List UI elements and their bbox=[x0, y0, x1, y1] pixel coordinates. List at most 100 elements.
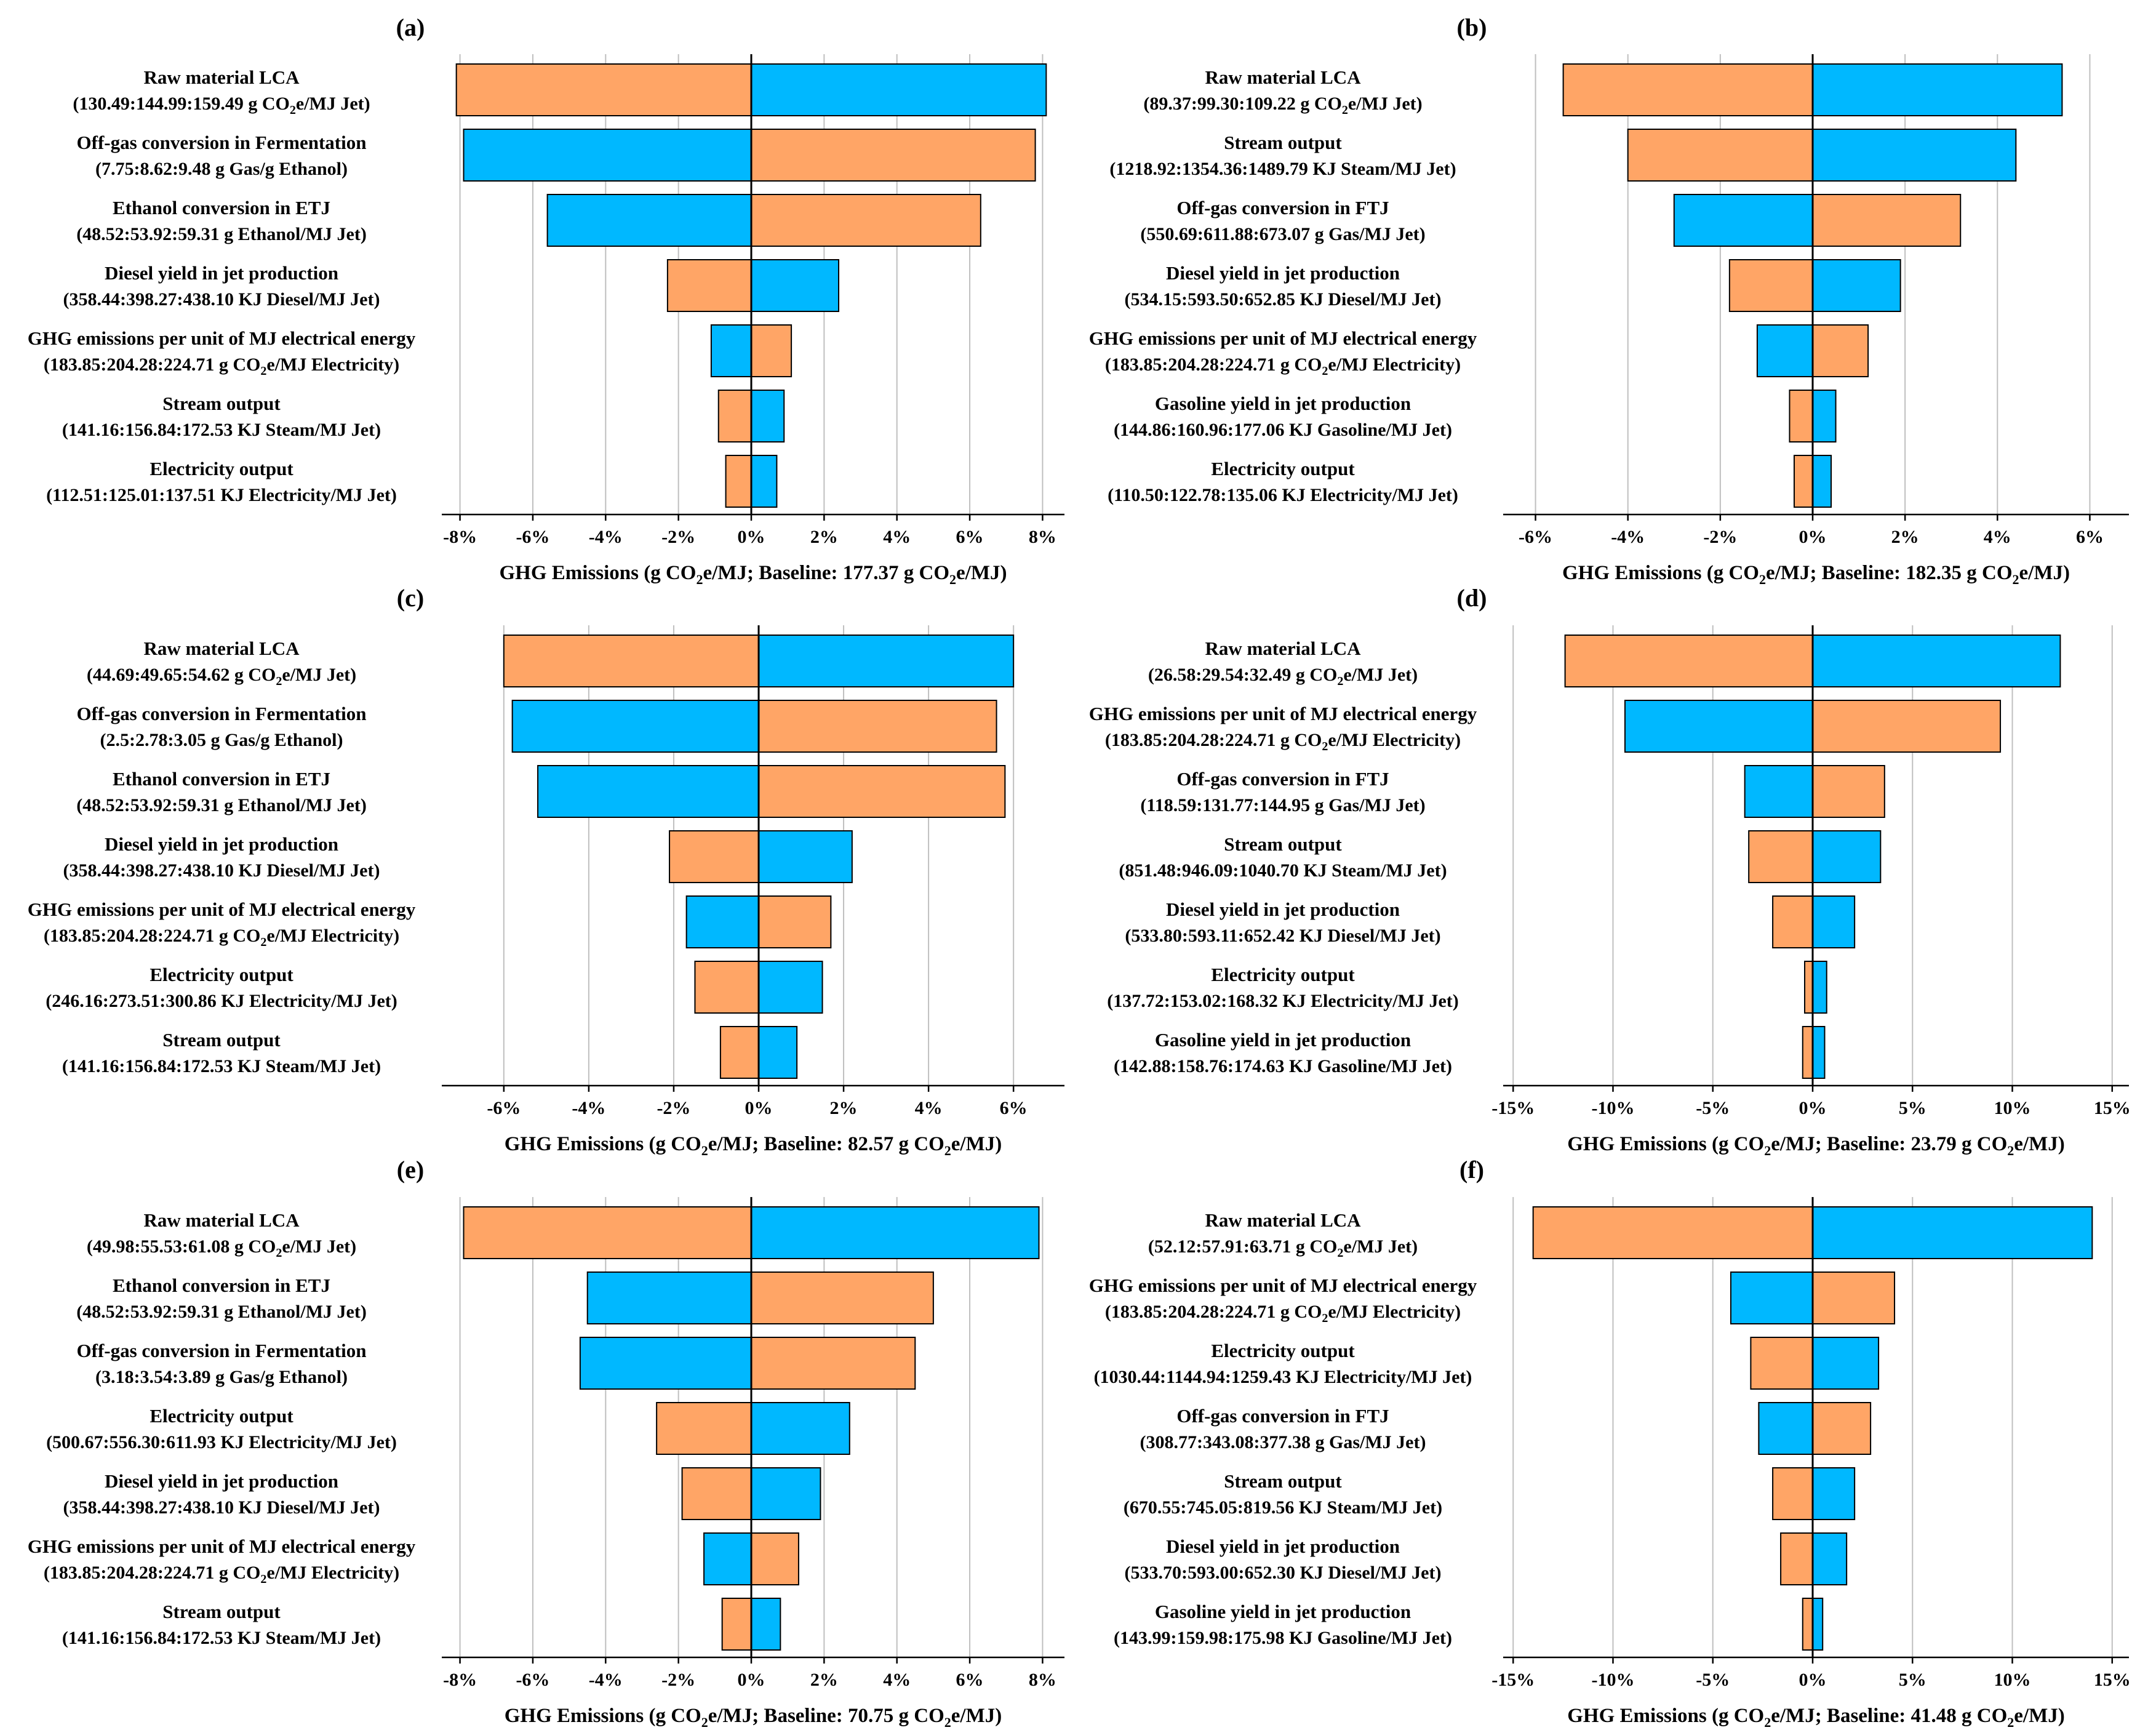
bar-right-low bbox=[1812, 194, 1962, 247]
bar-left-high bbox=[1673, 194, 1813, 247]
bar-right-high bbox=[751, 1206, 1040, 1259]
x-axis-title: GHG Emissions (g CO2e/MJ; Baseline: 182.… bbox=[1562, 562, 2070, 587]
parameter-name: Gasoline yield in jet production bbox=[1155, 393, 1411, 414]
parameter-range: (130.49:144.99:159.49 g CO2e/MJ Jet) bbox=[73, 94, 370, 117]
bar-right-high bbox=[1812, 1206, 2093, 1259]
parameter-name: GHG emissions per unit of MJ electrical … bbox=[1089, 327, 1477, 349]
range-text: (26.58:29.54:32.49 g CO bbox=[1148, 665, 1337, 685]
x-tick-label: 2% bbox=[810, 527, 838, 547]
bar-left-low bbox=[719, 1026, 759, 1079]
x-tick-label: -2% bbox=[1703, 527, 1737, 547]
parameter-range: (183.85:204.28:224.71 g CO2e/MJ Electric… bbox=[44, 354, 399, 378]
co2-subscript: 2 bbox=[696, 572, 703, 587]
range-text: (112.51:125.01:137.51 KJ Electricity/MJ … bbox=[46, 485, 397, 505]
range-text: e/MJ Electricity) bbox=[266, 354, 399, 375]
co2-subscript: 2 bbox=[260, 1572, 266, 1586]
x-tick-label: -10% bbox=[1591, 1670, 1634, 1690]
xlabel-text: e/MJ) bbox=[956, 562, 1007, 584]
bar-right-low bbox=[751, 1271, 934, 1324]
range-text: (3.18:3.54:3.89 g Gas/g Ethanol) bbox=[95, 1367, 348, 1387]
xlabel-text: e/MJ; Baseline: 177.37 g CO bbox=[703, 562, 949, 584]
parameter-name: Off-gas conversion in Fermentation bbox=[77, 703, 367, 724]
x-tick-label: -6% bbox=[516, 1670, 549, 1690]
xlabel-text: GHG Emissions (g CO bbox=[1567, 1705, 1764, 1727]
xlabel-text: GHG Emissions (g CO bbox=[505, 1133, 701, 1155]
range-text: (500.67:556.30:611.93 KJ Electricity/MJ … bbox=[46, 1432, 397, 1452]
co2-subscript: 2 bbox=[1764, 1143, 1771, 1158]
parameter-range: (52.12:57.91:63.71 g CO2e/MJ Jet) bbox=[1148, 1236, 1418, 1260]
tornado-panel-5: Raw material LCA(49.98:55.53:61.08 g CO2… bbox=[28, 1156, 1064, 1730]
x-tick-label: 8% bbox=[1029, 527, 1056, 547]
range-text: (183.85:204.28:224.71 g CO bbox=[1105, 730, 1322, 750]
parameter-range: (534.15:593.50:652.85 KJ Diesel/MJ Jet) bbox=[1125, 289, 1442, 310]
bar-left-high bbox=[586, 1271, 752, 1324]
parameter-range: (533.70:593.00:652.30 KJ Diesel/MJ Jet) bbox=[1125, 1563, 1442, 1583]
x-tick-label: 0% bbox=[738, 1670, 765, 1690]
range-text: (89.37:99.30:109.22 g CO bbox=[1143, 94, 1341, 114]
range-text: (358.44:398.27:438.10 KJ Diesel/MJ Jet) bbox=[63, 860, 380, 881]
parameter-range: (308.77:343.08:377.38 g Gas/MJ Jet) bbox=[1140, 1432, 1426, 1452]
parameter-name: Ethanol conversion in ETJ bbox=[113, 768, 330, 790]
co2-subscript: 2 bbox=[1764, 1715, 1771, 1730]
bar-right-high bbox=[751, 63, 1047, 116]
x-tick-label: -15% bbox=[1491, 1098, 1535, 1118]
parameter-name: GHG emissions per unit of MJ electrical … bbox=[1089, 1275, 1477, 1296]
x-tick-label: 0% bbox=[738, 527, 765, 547]
parameter-name: Stream output bbox=[162, 1601, 281, 1622]
range-text: (141.16:156.84:172.53 KJ Steam/MJ Jet) bbox=[62, 420, 381, 440]
x-tick-label: 0% bbox=[1799, 1098, 1827, 1118]
parameter-range: (500.67:556.30:611.93 KJ Electricity/MJ … bbox=[46, 1432, 397, 1452]
bar-left-high bbox=[703, 1532, 752, 1585]
parameter-name: Diesel yield in jet production bbox=[1166, 899, 1400, 920]
parameter-name: GHG emissions per unit of MJ electrical … bbox=[28, 327, 416, 349]
co2-subscript: 2 bbox=[1322, 740, 1328, 753]
co2-subscript: 2 bbox=[949, 572, 956, 587]
bar-left-low bbox=[717, 390, 753, 443]
parameter-name: Diesel yield in jet production bbox=[105, 262, 338, 284]
co2-subscript: 2 bbox=[701, 1715, 708, 1730]
range-text: (851.48:946.09:1040.70 KJ Steam/MJ Jet) bbox=[1119, 860, 1447, 881]
co2-subscript: 2 bbox=[276, 675, 282, 688]
parameter-name: Gasoline yield in jet production bbox=[1155, 1601, 1411, 1622]
bar-left-low bbox=[725, 455, 752, 508]
bar-left-low bbox=[1728, 259, 1814, 312]
tornado-panel-3: Raw material LCA(44.69:49.65:54.62 g CO2… bbox=[28, 584, 1064, 1158]
x-tick-label: -6% bbox=[1519, 527, 1552, 547]
panel-label: (e) bbox=[397, 1156, 424, 1183]
bar-left-low bbox=[1562, 63, 1813, 116]
bar-right-high bbox=[1812, 1337, 1880, 1390]
range-text: e/MJ Electricity) bbox=[1328, 354, 1461, 375]
x-tick-label: 10% bbox=[1994, 1098, 2031, 1118]
xlabel-text: e/MJ; Baseline: 70.75 g CO bbox=[708, 1705, 944, 1727]
bar-right-high bbox=[1812, 895, 1856, 948]
range-text: (308.77:343.08:377.38 g Gas/MJ Jet) bbox=[1140, 1432, 1426, 1452]
x-tick-label: 2% bbox=[830, 1098, 858, 1118]
co2-subscript: 2 bbox=[2007, 1715, 2014, 1730]
bar-left-low bbox=[1793, 455, 1814, 508]
range-text: (1218.92:1354.36:1489.79 KJ Steam/MJ Jet… bbox=[1109, 159, 1456, 179]
bar-right-low bbox=[751, 194, 981, 247]
bar-right-high bbox=[1812, 1532, 1848, 1585]
bar-right-low bbox=[1812, 324, 1869, 377]
xlabel-text: e/MJ) bbox=[951, 1705, 1002, 1727]
parameter-name: GHG emissions per unit of MJ electrical … bbox=[28, 899, 416, 920]
x-axis-title: GHG Emissions (g CO2e/MJ; Baseline: 70.7… bbox=[505, 1705, 1002, 1730]
range-text: (137.72:153.02:168.32 KJ Electricity/MJ … bbox=[1107, 991, 1459, 1011]
range-text: (183.85:204.28:224.71 g CO bbox=[44, 354, 260, 375]
range-text: (48.52:53.92:59.31 g Ethanol/MJ Jet) bbox=[76, 795, 367, 815]
xlabel-text: e/MJ) bbox=[2014, 1705, 2064, 1727]
parameter-range: (137.72:153.02:168.32 KJ Electricity/MJ … bbox=[1107, 991, 1459, 1011]
x-tick-label: -10% bbox=[1591, 1098, 1634, 1118]
parameter-range: (48.52:53.92:59.31 g Ethanol/MJ Jet) bbox=[76, 224, 367, 244]
x-tick-label: -6% bbox=[516, 527, 549, 547]
x-tick-label: 10% bbox=[1994, 1670, 2031, 1690]
range-text: e/MJ Electricity) bbox=[1328, 730, 1461, 750]
range-text: (48.52:53.92:59.31 g Ethanol/MJ Jet) bbox=[76, 224, 367, 244]
range-text: e/MJ Jet) bbox=[282, 665, 356, 685]
xlabel-text: GHG Emissions (g CO bbox=[1567, 1133, 1764, 1155]
parameter-range: (48.52:53.92:59.31 g Ethanol/MJ Jet) bbox=[76, 795, 367, 815]
bar-left-low bbox=[1802, 1598, 1813, 1651]
x-tick-label: 4% bbox=[883, 1670, 911, 1690]
parameter-range: (118.59:131.77:144.95 g Gas/MJ Jet) bbox=[1140, 795, 1425, 815]
